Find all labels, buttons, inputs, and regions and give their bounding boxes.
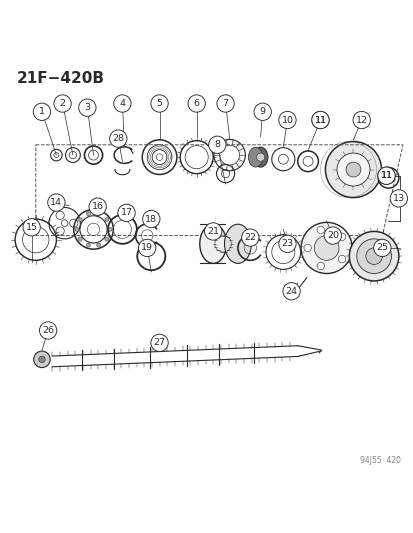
Text: 94J55  420: 94J55 420 xyxy=(359,456,400,465)
Circle shape xyxy=(282,282,299,300)
Text: 10: 10 xyxy=(281,116,293,125)
Text: 4: 4 xyxy=(119,99,125,108)
Circle shape xyxy=(254,103,271,120)
Circle shape xyxy=(323,227,341,244)
Circle shape xyxy=(150,334,168,351)
Circle shape xyxy=(325,141,381,198)
Text: 23: 23 xyxy=(281,239,293,248)
Circle shape xyxy=(216,95,234,112)
Circle shape xyxy=(54,95,71,112)
Circle shape xyxy=(118,204,135,222)
Text: 13: 13 xyxy=(392,194,404,203)
Circle shape xyxy=(337,255,345,263)
Text: 26: 26 xyxy=(42,326,54,335)
Circle shape xyxy=(311,111,328,128)
Circle shape xyxy=(377,167,394,184)
Circle shape xyxy=(39,322,57,339)
Circle shape xyxy=(300,222,351,273)
Circle shape xyxy=(78,237,82,241)
Text: 11: 11 xyxy=(314,116,326,125)
Text: 21: 21 xyxy=(206,227,218,236)
Text: 27: 27 xyxy=(153,338,165,348)
Circle shape xyxy=(352,111,370,128)
Circle shape xyxy=(78,217,82,222)
Text: 8: 8 xyxy=(214,140,220,149)
Circle shape xyxy=(356,239,391,273)
Circle shape xyxy=(373,239,390,256)
Circle shape xyxy=(138,239,155,256)
Text: 5: 5 xyxy=(156,99,162,108)
Ellipse shape xyxy=(224,224,251,263)
Text: 11: 11 xyxy=(380,171,392,180)
Circle shape xyxy=(86,212,90,216)
Text: 17: 17 xyxy=(120,208,132,217)
Circle shape xyxy=(336,153,369,186)
Text: 21F−420B: 21F−420B xyxy=(17,70,105,85)
Circle shape xyxy=(377,167,394,184)
Text: 16: 16 xyxy=(91,202,103,211)
Circle shape xyxy=(89,198,106,215)
Circle shape xyxy=(316,226,324,233)
Circle shape xyxy=(114,95,131,112)
Circle shape xyxy=(104,217,109,222)
Circle shape xyxy=(208,136,225,154)
Circle shape xyxy=(389,190,406,207)
Circle shape xyxy=(47,194,65,211)
Text: 6: 6 xyxy=(193,99,199,108)
Circle shape xyxy=(33,103,50,120)
Circle shape xyxy=(365,248,382,264)
Text: 3: 3 xyxy=(84,103,90,112)
Circle shape xyxy=(86,243,90,247)
Circle shape xyxy=(311,111,328,128)
Circle shape xyxy=(38,356,45,362)
Text: 24: 24 xyxy=(285,287,297,296)
Circle shape xyxy=(256,153,264,161)
Text: 11: 11 xyxy=(314,116,326,125)
Circle shape xyxy=(75,227,79,231)
Circle shape xyxy=(108,227,112,231)
Text: 7: 7 xyxy=(222,99,228,108)
Circle shape xyxy=(278,235,295,253)
Text: 9: 9 xyxy=(259,107,265,116)
Circle shape xyxy=(23,219,40,236)
Ellipse shape xyxy=(253,147,267,167)
Circle shape xyxy=(303,244,311,252)
Circle shape xyxy=(96,212,100,216)
Text: 22: 22 xyxy=(244,233,256,242)
Text: 11: 11 xyxy=(380,171,392,180)
Circle shape xyxy=(278,111,295,128)
Circle shape xyxy=(313,236,338,260)
Text: 20: 20 xyxy=(326,231,338,240)
Text: 2: 2 xyxy=(59,99,65,108)
Circle shape xyxy=(109,130,127,147)
Circle shape xyxy=(337,233,345,240)
Ellipse shape xyxy=(199,224,226,263)
Text: 25: 25 xyxy=(375,244,387,253)
Text: 14: 14 xyxy=(50,198,62,207)
Text: 15: 15 xyxy=(26,223,38,232)
Circle shape xyxy=(150,95,168,112)
Text: 12: 12 xyxy=(355,116,367,125)
Ellipse shape xyxy=(248,147,262,167)
Text: 1: 1 xyxy=(39,107,45,116)
Circle shape xyxy=(188,95,205,112)
Circle shape xyxy=(78,99,96,116)
Text: 28: 28 xyxy=(112,134,124,143)
Circle shape xyxy=(96,243,100,247)
Circle shape xyxy=(104,237,109,241)
Text: 18: 18 xyxy=(145,215,157,223)
Circle shape xyxy=(33,351,50,368)
Text: 19: 19 xyxy=(141,244,153,253)
Circle shape xyxy=(241,229,259,246)
Circle shape xyxy=(204,223,221,240)
Circle shape xyxy=(345,162,360,177)
Circle shape xyxy=(316,262,324,270)
Circle shape xyxy=(142,211,159,228)
Circle shape xyxy=(349,231,398,281)
